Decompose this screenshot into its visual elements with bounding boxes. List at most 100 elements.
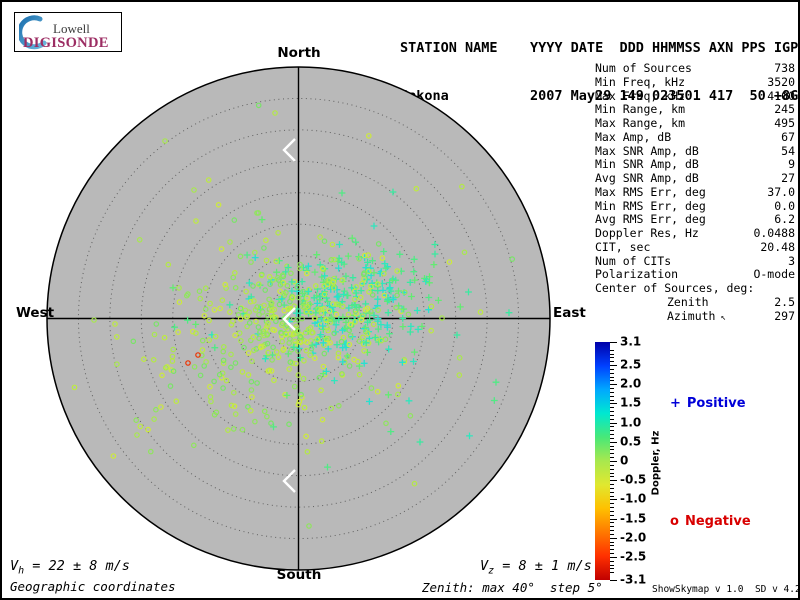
stats-row: Max Amp, dB 67 (595, 130, 795, 144)
source-point-negative (245, 350, 252, 356)
source-point-negative (199, 337, 206, 344)
source-point-negative (317, 234, 323, 240)
source-point-positive (290, 343, 298, 351)
source-point-negative (326, 277, 333, 283)
source-point-negative (259, 309, 266, 315)
legend-positive: + Positive (670, 396, 746, 411)
source-point-negative (239, 426, 246, 433)
source-point-positive (362, 300, 369, 308)
source-point-negative (303, 309, 310, 315)
source-point-negative (509, 256, 516, 262)
source-point-negative (264, 323, 270, 330)
stats-row: CIT, sec 20.48 (595, 240, 795, 254)
source-point-positive (316, 293, 324, 301)
source-point-negative (268, 420, 274, 427)
source-point-negative (191, 187, 197, 193)
compass-west-label: West (16, 305, 55, 321)
source-point-negative (293, 360, 299, 367)
source-point-positive (336, 241, 343, 248)
source-point-negative (394, 292, 400, 299)
source-point-positive (169, 284, 177, 292)
source-point-negative (277, 281, 284, 288)
source-point-negative (328, 256, 335, 263)
stats-label: Max Amp, dB (595, 129, 672, 144)
source-point-negative (439, 315, 445, 321)
colorbar-major-tick (610, 403, 617, 405)
source-point-negative (320, 363, 327, 370)
source-point-negative (112, 321, 118, 327)
source-point-positive (335, 264, 342, 272)
source-point-negative (248, 259, 254, 265)
source-point-negative (279, 338, 286, 345)
colorbar-minor-tick (610, 380, 614, 382)
source-point-positive (386, 284, 394, 292)
source-point-negative (298, 391, 304, 398)
source-point-positive (382, 264, 390, 272)
source-point-positive (425, 306, 432, 314)
source-point-negative (252, 418, 258, 425)
source-point-negative (237, 316, 244, 322)
source-point-positive (386, 285, 393, 293)
source-point-negative (283, 324, 289, 331)
source-point-negative (176, 299, 183, 305)
source-point-positive (341, 287, 348, 295)
source-point-positive (418, 323, 426, 330)
source-point-negative (110, 453, 117, 459)
source-point-negative (370, 321, 377, 328)
stats-value: 20.48 (760, 239, 795, 254)
source-point-negative (312, 283, 319, 289)
source-point-positive (357, 287, 365, 294)
source-point-negative (294, 284, 301, 291)
source-point-negative (219, 297, 226, 304)
colorbar-minor-tick (610, 553, 614, 555)
colorbar-minor-tick (610, 468, 614, 470)
source-point-negative (316, 374, 323, 381)
source-point-positive (425, 294, 433, 301)
source-point-negative (114, 361, 120, 368)
source-point-negative (264, 332, 271, 338)
colorbar-minor-tick (610, 376, 614, 378)
source-point-negative (114, 334, 120, 340)
source-point-negative (263, 257, 270, 264)
source-point-negative (318, 387, 324, 394)
source-point-positive (410, 358, 417, 365)
source-point-positive (413, 307, 421, 314)
colorbar-major-tick (610, 422, 617, 424)
source-point-negative (203, 285, 209, 292)
source-point-positive (355, 303, 363, 311)
source-point-negative (381, 292, 388, 299)
source-point-positive (349, 274, 357, 282)
source-point-negative (136, 237, 143, 243)
source-point-negative (238, 337, 244, 344)
stats-label: Max SNR Amp, dB (595, 143, 699, 158)
source-point-negative (324, 324, 330, 331)
source-point-negative (218, 246, 225, 252)
source-point-positive (414, 326, 422, 333)
logo-digisonde-text: DIGISONDE (23, 35, 109, 51)
source-point-negative (264, 340, 271, 347)
source-point-negative (321, 350, 328, 357)
source-point-positive (360, 359, 368, 367)
source-point-negative (331, 256, 337, 263)
source-point-negative (261, 302, 267, 309)
source-point-negative (329, 241, 336, 248)
colorbar-minor-tick (610, 560, 614, 562)
source-point-negative (428, 303, 435, 310)
source-point-negative (296, 398, 303, 405)
source-point-negative (269, 357, 275, 363)
source-point-negative (345, 311, 352, 318)
source-point-negative (353, 284, 359, 290)
source-point-positive (374, 325, 382, 333)
source-point-positive (171, 323, 178, 331)
source-point-negative (319, 265, 326, 272)
source-point-negative (356, 338, 363, 345)
source-point-negative (265, 320, 271, 327)
source-point-positive (278, 295, 286, 303)
colorbar-axis-label: Doppler, Hz (650, 430, 662, 496)
source-point-negative (195, 352, 201, 358)
source-point-negative (304, 448, 311, 455)
stats-label: Min Range, km (595, 102, 686, 117)
source-point-negative (153, 406, 159, 413)
source-point-positive (389, 275, 397, 283)
source-point-negative (366, 288, 372, 295)
